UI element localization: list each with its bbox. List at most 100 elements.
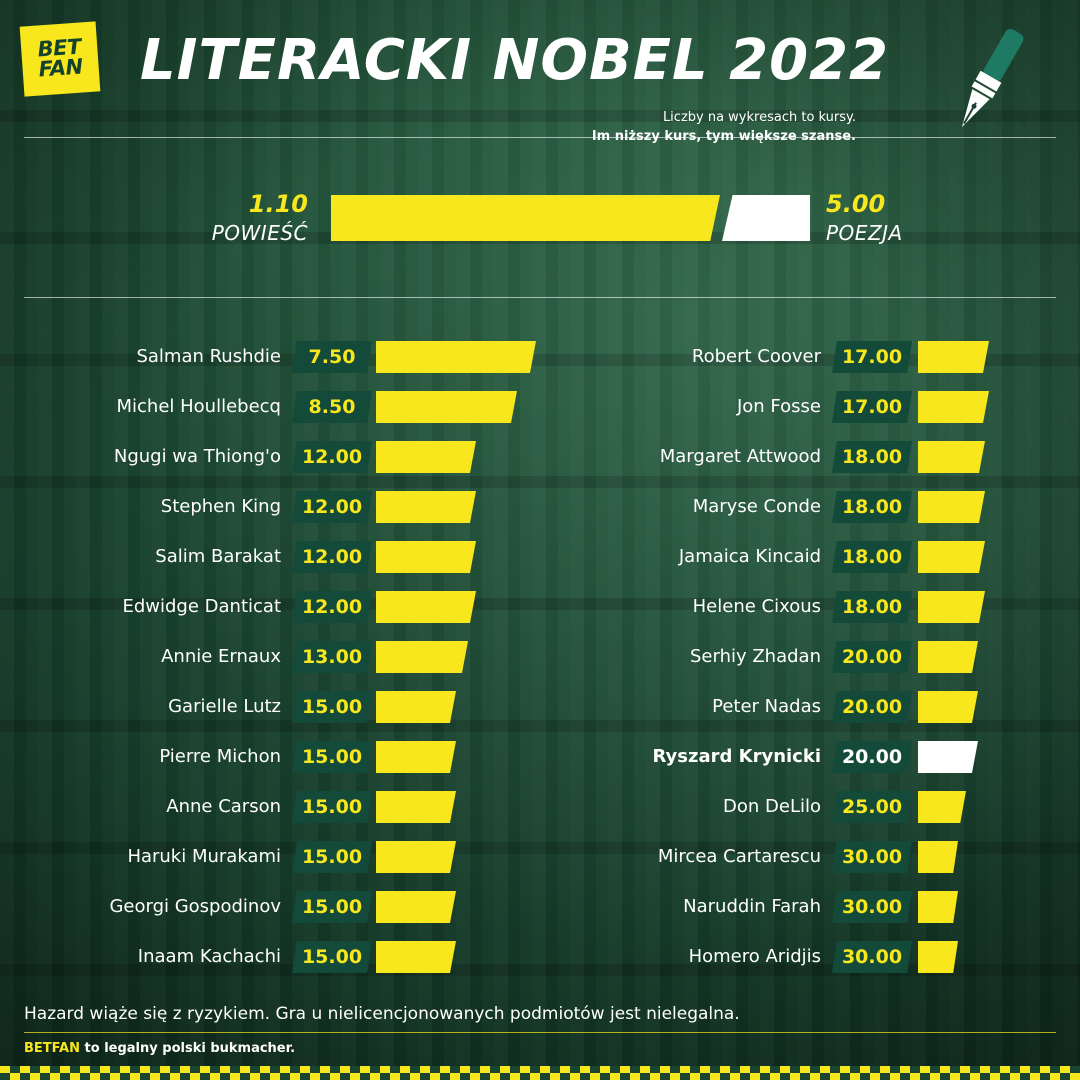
comparison-left: 1.10 POWIEŚĆ — [150, 190, 308, 248]
odds-value-label: 15.00 — [292, 791, 372, 823]
footer-divider — [24, 1032, 1056, 1033]
betfan-logo: BET FAN — [19, 21, 101, 97]
fountain-pen-icon — [962, 28, 1024, 128]
odds-row: Michel Houllebecq 8.50 — [0, 390, 1080, 424]
odds-value-label: 13.00 — [292, 641, 372, 673]
author-name: Haruki Murakami — [127, 846, 281, 867]
comparison-right-label: POEZJA — [826, 221, 903, 245]
odds-bar — [376, 891, 456, 923]
odds-bar — [918, 691, 978, 723]
legal-note: BETFAN to legalny polski bukmacher. — [24, 1041, 295, 1056]
odds-value-label: 20.00 — [832, 691, 912, 723]
author-name: Helene Cixous — [692, 596, 821, 617]
odds-bar — [376, 741, 456, 773]
odds-bar — [918, 941, 958, 973]
comparison-bar-novel — [331, 195, 720, 241]
odds-row: Helene Cixous 18.00 — [0, 590, 1080, 624]
odds-bar — [376, 391, 517, 423]
odds-explanation: Liczby na wykresach to kursy. Im niższy … — [592, 108, 856, 146]
odds-value-label: 8.50 — [292, 391, 372, 423]
odds-value-label: 15.00 — [292, 941, 372, 973]
odds-bar — [918, 591, 985, 623]
comparison-bar-poetry — [722, 195, 810, 241]
author-name: Naruddin Farah — [683, 896, 821, 917]
odds-value-label: 18.00 — [832, 441, 912, 473]
comparison-right-value: 5.00 — [826, 190, 886, 218]
author-name: Jamaica Kincaid — [678, 546, 821, 567]
header-divider — [24, 137, 1056, 138]
odds-row: Georgi Gospodinov 15.00 — [0, 890, 1080, 924]
odds-value-label: 30.00 — [832, 941, 912, 973]
odds-row: Salim Barakat 12.00 — [0, 540, 1080, 574]
author-name: Jon Fosse — [736, 396, 821, 417]
author-name: Annie Ernaux — [161, 646, 281, 667]
odds-row: Jamaica Kincaid 18.00 — [0, 540, 1080, 574]
odds-bar — [918, 541, 985, 573]
odds-bar — [918, 891, 958, 923]
author-name: Salim Barakat — [155, 546, 281, 567]
author-name: Serhiy Zhadan — [689, 646, 821, 667]
odds-row: Serhiy Zhadan 20.00 — [0, 640, 1080, 674]
odds-bar — [376, 341, 536, 373]
odds-row: Jon Fosse 17.00 — [0, 390, 1080, 424]
author-name: Robert Coover — [691, 346, 821, 367]
author-name: Georgi Gospodinov — [109, 896, 281, 917]
odds-row: Don DeLilo 25.00 — [0, 790, 1080, 824]
author-name: Peter Nadas — [712, 696, 821, 717]
odds-row: Ryszard Krynicki 20.00 — [0, 740, 1080, 774]
author-name: Mircea Cartarescu — [657, 846, 821, 867]
odds-row: Peter Nadas 20.00 — [0, 690, 1080, 724]
odds-row: Robert Coover 17.00 — [0, 340, 1080, 374]
odds-bar — [376, 591, 476, 623]
author-name: Don DeLilo — [723, 796, 821, 817]
odds-bar — [376, 491, 476, 523]
odds-row: Naruddin Farah 30.00 — [0, 890, 1080, 924]
author-name: Salman Rushdie — [136, 346, 281, 367]
odds-row: Maryse Conde 18.00 — [0, 490, 1080, 524]
author-name: Maryse Conde — [692, 496, 821, 517]
odds-row: Anne Carson 15.00 — [0, 790, 1080, 824]
author-name: Homero Aridjis — [688, 946, 821, 967]
logo-line-2: FAN — [37, 54, 84, 82]
odds-row: Edwidge Danticat 12.00 — [0, 590, 1080, 624]
odds-value-label: 25.00 — [832, 791, 912, 823]
author-name: Anne Carson — [166, 796, 281, 817]
odds-value-label: 30.00 — [832, 841, 912, 873]
odds-row: Haruki Murakami 15.00 — [0, 840, 1080, 874]
author-name: Ryszard Krynicki — [652, 746, 821, 767]
comparison-right: 5.00 POEZJA — [826, 190, 986, 248]
odds-bar — [918, 841, 958, 873]
odds-bar — [376, 691, 456, 723]
chart-divider — [24, 297, 1056, 298]
odds-value-label: 15.00 — [292, 741, 372, 773]
odds-bar — [918, 641, 978, 673]
comparison-left-label: POWIEŚĆ — [211, 221, 308, 245]
odds-bar — [376, 941, 456, 973]
comparison-left-value: 1.10 — [248, 190, 308, 218]
odds-value-label: 17.00 — [832, 341, 912, 373]
checkered-strip — [0, 1066, 1080, 1080]
odds-value-label: 12.00 — [292, 441, 372, 473]
odds-row: Ngugi wa Thiong'o 12.00 — [0, 440, 1080, 474]
odds-value-label: 20.00 — [832, 741, 912, 773]
odds-value-label: 18.00 — [832, 591, 912, 623]
legal-brand: BETFAN — [24, 1041, 80, 1056]
odds-row: Stephen King 12.00 — [0, 490, 1080, 524]
author-name: Inaam Kachachi — [137, 946, 281, 967]
odds-value-label: 12.00 — [292, 591, 372, 623]
odds-row: Mircea Cartarescu 30.00 — [0, 840, 1080, 874]
odds-value-label: 17.00 — [832, 391, 912, 423]
odds-row: Pierre Michon 15.00 — [0, 740, 1080, 774]
odds-row: Annie Ernaux 13.00 — [0, 640, 1080, 674]
odds-value-label: 30.00 — [832, 891, 912, 923]
odds-value-label: 15.00 — [292, 691, 372, 723]
author-name: Michel Houllebecq — [116, 396, 282, 417]
odds-value-label: 15.00 — [292, 841, 372, 873]
odds-bar — [376, 641, 468, 673]
odds-value-label: 15.00 — [292, 891, 372, 923]
odds-bar — [918, 791, 966, 823]
author-name: Garielle Lutz — [168, 696, 281, 717]
odds-note-line-1: Liczby na wykresach to kursy. — [662, 110, 856, 125]
odds-bar — [376, 791, 456, 823]
odds-row: Homero Aridjis 30.00 — [0, 940, 1080, 974]
